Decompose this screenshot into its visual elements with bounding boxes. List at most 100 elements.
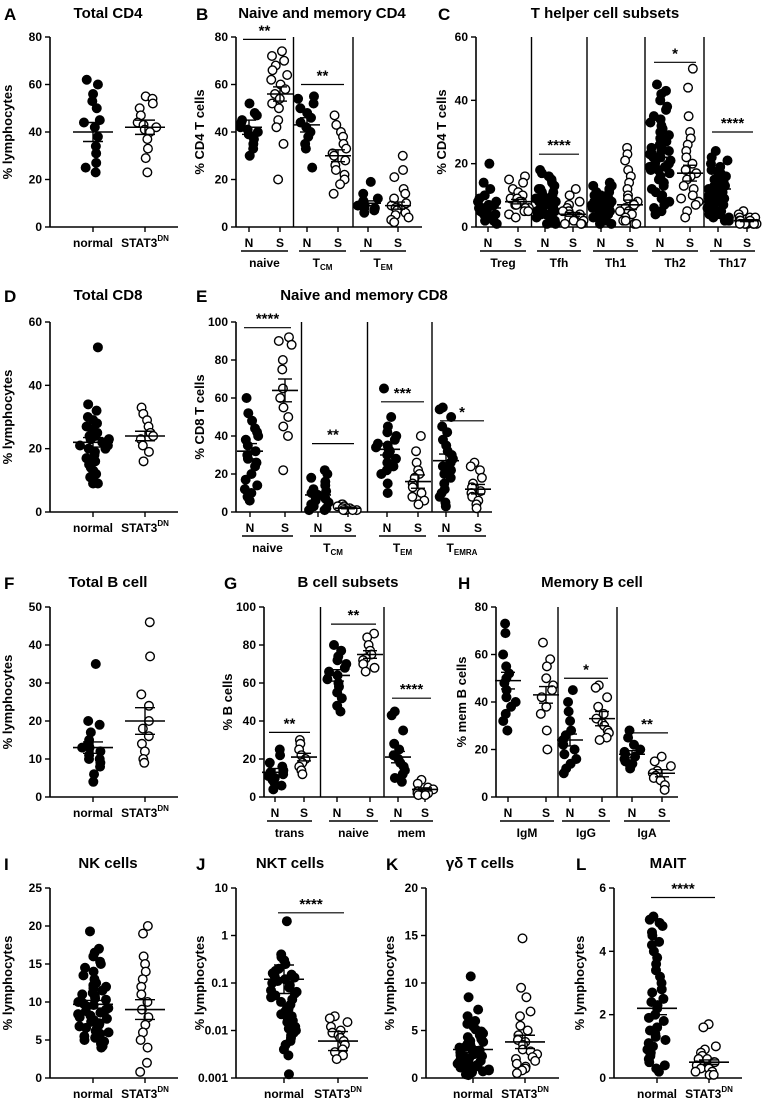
y-tick-label: 0	[35, 505, 42, 519]
data-point-filled	[369, 205, 380, 216]
y-tick-label: 20	[215, 467, 229, 481]
y-tick-label: 60	[475, 648, 489, 662]
group-label-n: N	[656, 236, 665, 250]
data-point-filled	[92, 131, 103, 142]
y-axis-label-E: % CD8 T cells	[192, 374, 207, 459]
group-label-n: N	[383, 521, 392, 535]
data-point-filled	[253, 431, 264, 442]
data-point-filled	[463, 992, 474, 1003]
data-point-filled	[657, 921, 668, 932]
significance-label: **	[641, 716, 653, 733]
data-point-filled	[278, 769, 289, 780]
data-point-open	[411, 446, 422, 457]
data-point-open	[517, 933, 528, 944]
y-tick-label: 20	[29, 442, 43, 456]
data-point-open	[535, 708, 546, 719]
y-tick-label: 10	[405, 976, 419, 990]
data-point-filled	[658, 180, 669, 191]
data-point-open	[683, 82, 694, 93]
data-point-open	[397, 150, 408, 161]
data-point-filled	[434, 404, 445, 415]
subset-label-iga-main: IgA	[637, 826, 657, 840]
data-point-open	[331, 119, 342, 130]
chart-title-L: MAIT	[650, 855, 687, 872]
data-point-filled	[83, 716, 94, 727]
data-point-filled	[506, 701, 517, 712]
group-label-stat3dn-main: STAT3	[501, 1087, 538, 1101]
data-point-filled	[264, 757, 275, 768]
panel-letter-B: B	[196, 5, 208, 24]
data-point-filled	[88, 478, 99, 489]
data-point-open	[145, 651, 156, 662]
chart-title-C: T helper cell subsets	[531, 5, 679, 22]
data-point-filled	[445, 472, 456, 483]
group-label-s: S	[474, 521, 482, 535]
y-tick-label: 10	[29, 995, 43, 1009]
group-label-normal: normal	[637, 1087, 677, 1101]
data-point-filled	[500, 618, 511, 629]
group-label-s: S	[366, 806, 374, 820]
group-label-stat3dn: STAT3DN	[314, 1085, 362, 1101]
group-label-stat3dn-superscript: DN	[157, 1085, 169, 1094]
data-point-open	[681, 152, 692, 163]
subset-label-mem-main: mem	[397, 826, 425, 840]
y-tick-label: 80	[215, 353, 229, 367]
y-tick-label: 15	[405, 929, 419, 943]
data-point-filled	[251, 110, 262, 121]
group-label-s: S	[598, 806, 606, 820]
data-point-filled	[266, 992, 277, 1003]
group-label-s: S	[569, 236, 577, 250]
data-point-open	[142, 134, 153, 145]
data-point-open	[369, 662, 380, 673]
data-point-open	[676, 193, 687, 204]
data-point-open	[278, 138, 289, 149]
group-label-n: N	[597, 236, 606, 250]
y-tick-label: 60	[455, 30, 469, 44]
group-label-stat3dn-main: STAT3	[314, 1087, 351, 1101]
data-point-filled	[563, 706, 574, 717]
data-point-filled	[293, 93, 304, 104]
data-point-filled	[645, 117, 656, 128]
data-point-open	[407, 482, 418, 493]
data-point-filled	[442, 427, 453, 438]
data-point-open	[277, 355, 288, 366]
data-point-open	[140, 153, 151, 164]
y-tick-label: 60	[215, 78, 229, 92]
data-point-filled	[500, 628, 511, 639]
data-point-filled	[91, 103, 102, 114]
data-point-open	[710, 1041, 721, 1052]
panel-letter-D: D	[4, 287, 16, 306]
data-point-open	[136, 689, 147, 700]
panel-letter-A: A	[4, 5, 16, 24]
data-point-filled	[78, 970, 89, 981]
data-point-filled	[565, 716, 576, 727]
data-point-filled	[276, 996, 287, 1007]
data-point-filled	[382, 427, 393, 438]
group-label-normal: normal	[73, 236, 113, 250]
data-point-open	[602, 692, 613, 703]
subset-label-tfh-main: Tfh	[550, 256, 569, 270]
data-point-open	[570, 183, 581, 194]
data-point-open	[137, 723, 148, 734]
data-point-open	[266, 74, 277, 85]
data-point-filled	[95, 761, 106, 772]
y-tick-label: 100	[208, 315, 228, 329]
data-point-filled	[478, 1036, 489, 1047]
data-point-filled	[275, 750, 286, 761]
group-label-n: N	[566, 806, 575, 820]
y-axis-label-K: % lymphocytes	[382, 936, 397, 1031]
data-point-filled	[94, 719, 105, 730]
y-tick-label: 40	[475, 695, 489, 709]
data-point-filled	[708, 212, 719, 223]
data-point-filled	[295, 103, 306, 114]
y-axis-label-D: % lymphocytes	[0, 370, 15, 465]
data-point-open	[541, 725, 552, 736]
data-point-open	[335, 179, 346, 190]
y-axis-label-A: % lymphocytes	[0, 85, 15, 180]
y-axis-label-G: % B cells	[220, 673, 235, 730]
group-label-stat3dn-main: STAT3	[121, 806, 158, 820]
group-label-n: N	[628, 806, 637, 820]
data-point-filled	[722, 155, 733, 166]
y-tick-label: 40	[455, 93, 469, 107]
data-point-filled	[97, 985, 108, 996]
